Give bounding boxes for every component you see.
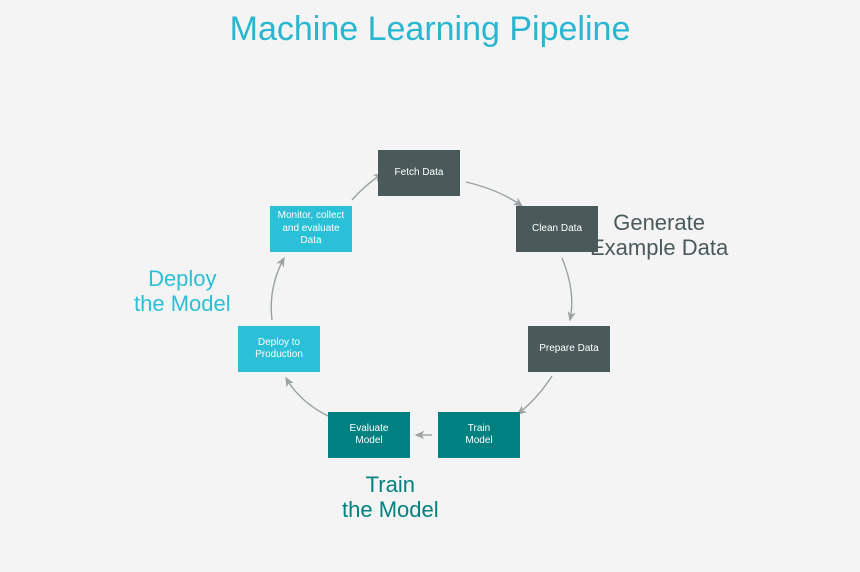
node-monitor: Monitor, collectand evaluateData xyxy=(270,206,352,252)
arrow-fetch-to-clean xyxy=(466,182,522,206)
section-label-trainlbl: Train the Model xyxy=(342,472,439,523)
section-label-deploylbl: Deploy the Model xyxy=(134,266,231,317)
node-fetch: Fetch Data xyxy=(378,150,460,196)
node-deploy: Deploy toProduction xyxy=(238,326,320,372)
arrow-clean-to-prepare xyxy=(562,258,572,320)
node-prepare: Prepare Data xyxy=(528,326,610,372)
node-evaluate: EvaluateModel xyxy=(328,412,410,458)
section-label-generate: Generate Example Data xyxy=(590,210,728,261)
arrow-prepare-to-train xyxy=(518,376,552,414)
diagram-stage: Machine Learning Pipeline Fetch Data Clea… xyxy=(0,0,860,572)
arrow-evaluate-to-deploy xyxy=(286,378,328,416)
node-train: TrainModel xyxy=(438,412,520,458)
arrow-deploy-to-monitor xyxy=(271,258,284,320)
node-clean: Clean Data xyxy=(516,206,598,252)
page-title: Machine Learning Pipeline xyxy=(0,10,860,49)
